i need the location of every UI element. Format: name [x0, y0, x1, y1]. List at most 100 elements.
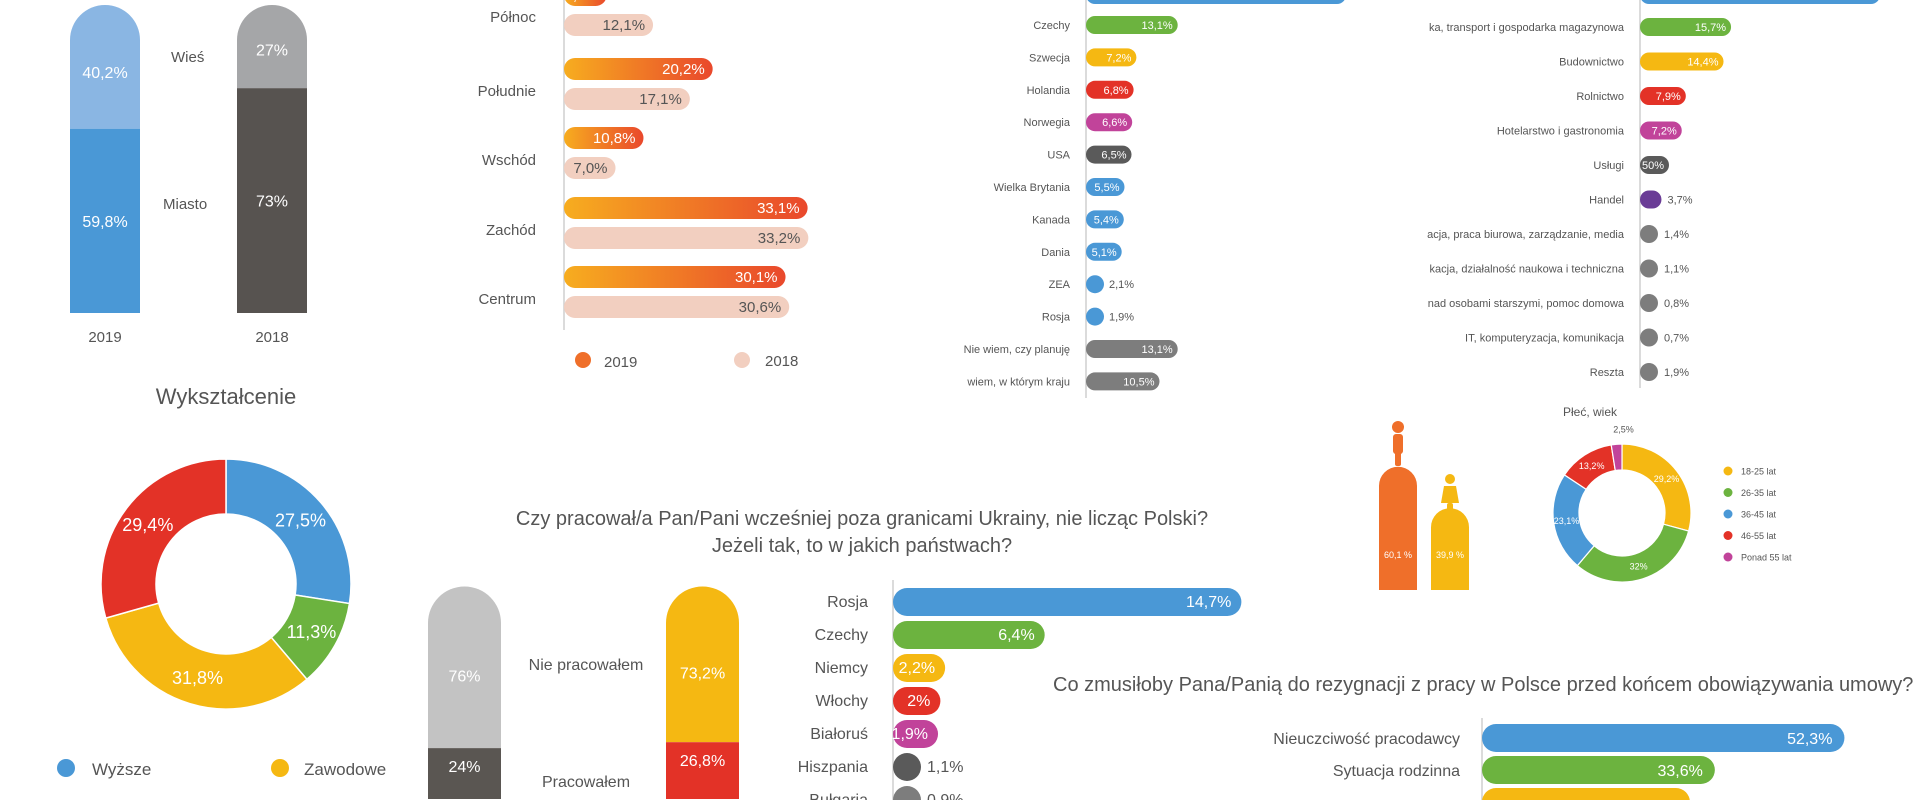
resign-category: Sytuacja rodzinna — [1333, 763, 1460, 780]
regions-label-2019: 33,1% — [757, 200, 800, 217]
age-legend-dot — [1723, 466, 1733, 476]
regions-bar-2019 — [565, 0, 606, 6]
regions-bar-2019 — [564, 58, 713, 80]
age-label: 32% — [1630, 561, 1648, 571]
countries-bar — [1086, 242, 1122, 261]
abroad-country-name: Niemcy — [815, 660, 868, 677]
abroad-country-value: 6,4% — [998, 627, 1034, 644]
abroad-country-value: 2,2% — [899, 660, 935, 677]
legend-wies: Wieś — [171, 49, 204, 66]
countries-bar — [1086, 80, 1134, 99]
male-icon — [1392, 421, 1404, 466]
age-legend-dot — [1723, 509, 1733, 519]
countries-value: 13,1% — [1141, 344, 1172, 356]
countries-category: Rosja — [1042, 312, 1071, 324]
gender-label: 60,1 % — [1384, 550, 1412, 560]
regions-label-2019: 20,2% — [662, 61, 705, 78]
sectors-category: Usługi — [1593, 160, 1624, 172]
abroad-country-value: 0,9% — [927, 792, 963, 800]
abroad-label-lower: 26,8% — [680, 753, 725, 770]
locality-label-upper: 27% — [256, 43, 288, 60]
countries-value: 6,8% — [1104, 85, 1129, 97]
countries-category: Wielka Brytania — [994, 182, 1071, 194]
regions-bar-2018 — [564, 88, 690, 110]
sectors-bar — [1640, 18, 1732, 36]
regions-category: Wschód — [482, 152, 536, 169]
title-education: Wykształcenie — [156, 384, 296, 409]
legend-vocational: Zawodowe — [304, 760, 386, 779]
sectors-value: 15,7% — [1695, 22, 1726, 34]
education-label: 31,8% — [172, 668, 223, 688]
countries-bar — [1086, 178, 1125, 196]
countries-category: Holandia — [1027, 85, 1071, 97]
regions-category: Zachód — [486, 222, 536, 239]
education-label: 29,4% — [122, 515, 173, 535]
countries-bar — [1086, 145, 1132, 164]
countries-bar-top — [1087, 0, 1345, 4]
abroad-country-value: 2% — [907, 693, 930, 710]
abroad-country-value: 1,1% — [927, 759, 963, 776]
regions-label-2019: 10,8% — [593, 130, 636, 147]
countries-category: Kanada — [1032, 214, 1071, 226]
sectors-value: 1,4% — [1664, 229, 1689, 241]
locality-bar-lower-2018 — [237, 88, 307, 313]
regions-label-2018: 17,1% — [639, 91, 682, 108]
countries-category: Norwegia — [1024, 117, 1071, 129]
legend-not-worked: Nie pracowałem — [529, 657, 644, 674]
age-legend-label: 46-55 lat — [1741, 531, 1777, 541]
countries-bar — [1086, 210, 1124, 229]
regions-category: Południe — [478, 83, 536, 100]
countries-category: USA — [1047, 150, 1070, 162]
education-slice — [100, 458, 227, 620]
resign-value: 52,3% — [1787, 731, 1832, 748]
resign-bar — [1482, 724, 1845, 752]
countries-value: 6,6% — [1102, 117, 1127, 129]
sectors-category: Hotelarstwo i gastronomia — [1497, 126, 1625, 138]
age-legend-label: Ponad 55 lat — [1741, 553, 1792, 563]
sectors-category: Rolnictwo — [1576, 91, 1624, 103]
sectors-category: ka, transport i gospodarka magazynowa — [1429, 22, 1625, 34]
age-legend-dot — [1723, 488, 1733, 497]
sectors-category: Budownictwo — [1559, 57, 1624, 69]
countries-value: 10,5% — [1123, 376, 1154, 388]
legend-miasto: Miasto — [163, 196, 207, 213]
sectors-category: nad osobami starszymi, pomoc domowa — [1428, 298, 1625, 310]
locality-bar-upper-2018 — [237, 5, 307, 89]
abroad-bar-lower — [666, 742, 739, 799]
legend-2018: 2018 — [765, 353, 798, 370]
locality-bar-lower-2019 — [70, 128, 140, 313]
abroad-country-bar — [893, 588, 1242, 616]
abroad-country-name: Hiszpania — [798, 759, 868, 776]
locality-label-upper: 40,2% — [82, 65, 127, 82]
regions-label-2018: 33,2% — [758, 230, 801, 247]
regions-label-2018: 30,6% — [739, 299, 782, 316]
locality-label-lower: 73% — [256, 194, 288, 211]
countries-value: 1,9% — [1109, 312, 1134, 324]
sectors-value: 1,9% — [1664, 367, 1689, 379]
resign-value: 33,6% — [1657, 763, 1702, 780]
legend-dot-2019 — [575, 352, 591, 368]
countries-category: Czechy — [1033, 20, 1070, 32]
countries-value: 5,4% — [1094, 214, 1119, 226]
abroad-country-name: Czechy — [815, 627, 868, 644]
countries-category: Dania — [1041, 247, 1071, 259]
regions-bar-2018 — [564, 227, 809, 249]
female-icon — [1441, 474, 1459, 513]
sectors-bar — [1640, 121, 1682, 140]
countries-value: 2,1% — [1109, 279, 1134, 291]
gender-label: 39,9 % — [1436, 550, 1464, 560]
age-slice — [1576, 523, 1690, 583]
locality-year-label: 2018 — [255, 329, 288, 346]
sectors-category: kacja, działalność naukowa i techniczna — [1430, 264, 1625, 276]
abroad-country-bar — [893, 621, 1045, 649]
regions-bar-2019 — [564, 127, 644, 149]
legend-dot-2018 — [734, 352, 750, 368]
sectors-bar — [1640, 259, 1658, 278]
locality-bar-upper-2019 — [70, 5, 140, 129]
sectors-value: 50% — [1642, 160, 1664, 172]
abroad-country-bar — [893, 654, 946, 682]
countries-bar — [1086, 48, 1137, 67]
title-resign: Co zmusiłoby Pana/Panią do rezygnacji z … — [1053, 674, 1913, 696]
sectors-category: Reszta — [1590, 367, 1625, 379]
countries-bar — [1086, 113, 1133, 132]
